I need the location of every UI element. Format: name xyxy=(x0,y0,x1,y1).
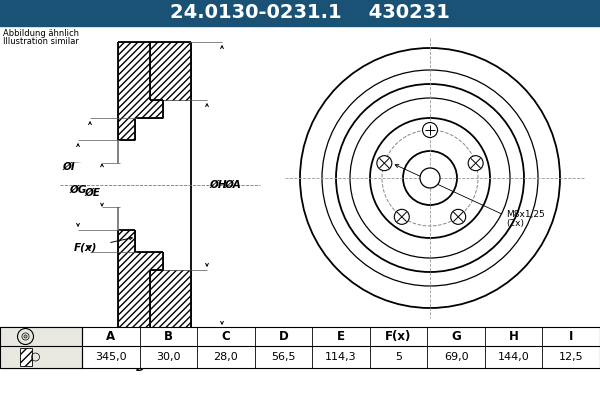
Text: (2x): (2x) xyxy=(506,219,524,228)
Circle shape xyxy=(451,209,466,224)
Text: 28,0: 28,0 xyxy=(214,352,238,362)
Text: D: D xyxy=(136,363,145,373)
Text: M8x1,25: M8x1,25 xyxy=(506,210,545,219)
Text: 345,0: 345,0 xyxy=(95,352,127,362)
Circle shape xyxy=(377,156,392,171)
Text: A: A xyxy=(106,330,115,343)
Text: 24.0130-0231.1    430231: 24.0130-0231.1 430231 xyxy=(170,4,450,22)
Circle shape xyxy=(394,209,409,224)
Text: H: H xyxy=(509,330,518,343)
Text: C: C xyxy=(221,330,230,343)
Text: Abbildung ähnlich: Abbildung ähnlich xyxy=(3,29,79,38)
Text: F(x): F(x) xyxy=(385,330,412,343)
Bar xyxy=(19,348,32,366)
Text: ØE: ØE xyxy=(84,188,100,198)
Text: ØH: ØH xyxy=(209,180,227,190)
Text: 12,5: 12,5 xyxy=(559,352,584,362)
Bar xyxy=(118,163,120,207)
Text: F(x): F(x) xyxy=(74,242,97,252)
Text: ØG: ØG xyxy=(70,185,87,195)
Text: 114,3: 114,3 xyxy=(325,352,357,362)
Text: 69,0: 69,0 xyxy=(444,352,469,362)
Text: ØA: ØA xyxy=(224,180,241,190)
Text: Illustration similar: Illustration similar xyxy=(3,37,79,46)
Circle shape xyxy=(422,122,437,138)
Text: 144,0: 144,0 xyxy=(498,352,530,362)
Circle shape xyxy=(468,156,483,171)
Text: G: G xyxy=(451,330,461,343)
Text: C (MTH): C (MTH) xyxy=(161,353,208,363)
Text: ØI: ØI xyxy=(62,162,75,172)
Bar xyxy=(150,100,163,270)
Text: D: D xyxy=(278,330,289,343)
Text: 30,0: 30,0 xyxy=(156,352,181,362)
Text: 56,5: 56,5 xyxy=(271,352,296,362)
Text: 5: 5 xyxy=(395,352,402,362)
Bar xyxy=(0,0,600,26)
Text: E: E xyxy=(337,330,345,343)
Bar xyxy=(0,327,600,368)
Polygon shape xyxy=(150,42,191,100)
Text: #000000: #000000 xyxy=(75,162,82,163)
Polygon shape xyxy=(118,42,163,140)
Text: B: B xyxy=(164,330,173,343)
Circle shape xyxy=(420,168,440,188)
Circle shape xyxy=(24,335,27,338)
Text: B: B xyxy=(152,344,160,354)
Polygon shape xyxy=(118,230,163,328)
Bar xyxy=(0,327,82,368)
Polygon shape xyxy=(150,270,191,328)
Text: I: I xyxy=(569,330,574,343)
